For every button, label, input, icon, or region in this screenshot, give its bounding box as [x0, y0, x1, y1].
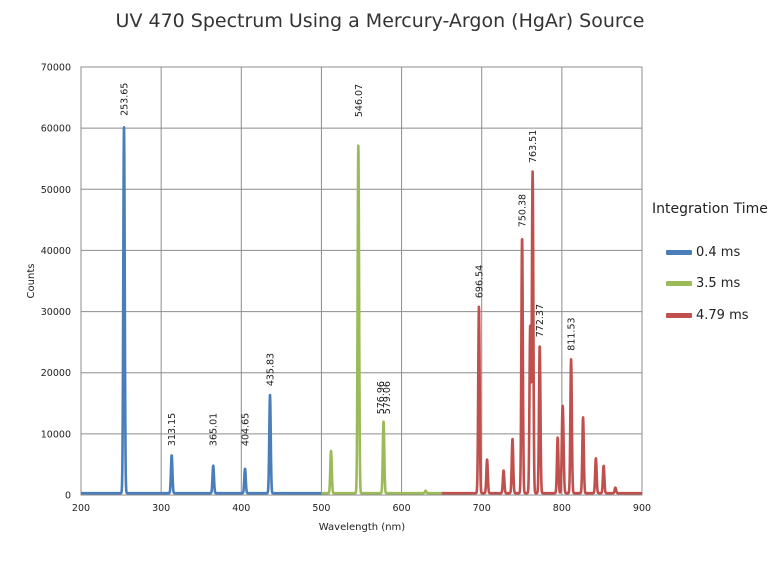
peak-label: 576.96: [376, 381, 387, 414]
legend-entry-series-1: 0.4 ms: [666, 244, 740, 260]
peak-label: 365.01: [209, 413, 220, 446]
y-tick-label: 0: [65, 491, 71, 502]
grid: [80, 66, 643, 496]
x-tick-label: 400: [232, 503, 250, 514]
y-tick-label: 20000: [41, 368, 71, 379]
peak-label: 579.06: [382, 381, 393, 414]
peak-label: 435.83: [266, 353, 277, 386]
peak-label: 313.15: [167, 413, 178, 446]
peak-label: 546.07: [354, 84, 365, 117]
legend-label-series-3: 4.79 ms: [696, 307, 749, 323]
x-tick-label: 500: [312, 503, 330, 514]
x-tick-label: 800: [553, 503, 571, 514]
legend-entry-series-2: 3.5 ms: [666, 275, 740, 291]
y-tick-label: 40000: [41, 246, 71, 257]
y-tick-label: 10000: [41, 429, 71, 440]
peak-annotations: 253.65 313.15 365.01 404.65 435.83 546.07 576.…: [119, 83, 577, 446]
x-tick-label: 900: [633, 503, 651, 514]
legend-swatch-series-2: [666, 280, 692, 286]
legend-label-series-1: 0.4 ms: [696, 244, 741, 260]
peak-label: 253.65: [119, 83, 130, 116]
chart-title: UV 470 Spectrum Using a Mercury-Argon (H…: [115, 10, 645, 32]
y-tick-label: 30000: [41, 307, 71, 318]
legend-title: Integration Time: [652, 201, 768, 217]
series-line-2: [320, 144, 443, 495]
peak-label: 404.65: [241, 413, 252, 446]
peak-label: 696.54: [474, 265, 485, 298]
peak-label: 811.53: [567, 317, 578, 350]
series-line-3: [440, 170, 642, 495]
x-tick-label: 600: [393, 503, 411, 514]
y-tick-label: 50000: [41, 185, 71, 196]
legend-label-series-2: 3.5 ms: [696, 275, 741, 291]
axis-ticks: 200 300 400 500 600 700 800 900 0 10000 20000 30000…: [41, 63, 651, 515]
x-tick-label: 700: [473, 503, 491, 514]
peak-label: 772.37: [535, 304, 546, 337]
y-axis-label: Counts: [26, 264, 37, 299]
x-tick-label: 200: [72, 503, 90, 514]
legend-swatch-series-3: [666, 312, 692, 318]
x-axis-label: Wavelength (nm): [319, 522, 405, 533]
series-lines: [81, 126, 642, 495]
legend-swatch-series-1: [666, 249, 692, 255]
y-tick-label: 60000: [41, 124, 71, 135]
series-line-1: [81, 126, 323, 495]
x-tick-label: 300: [152, 503, 170, 514]
peak-label: 763.51: [528, 130, 539, 163]
legend-entry-series-3: 4.79 ms: [666, 307, 749, 323]
plot-border: [80, 66, 643, 496]
y-tick-label: 70000: [41, 63, 71, 74]
peak-label: 750.38: [518, 194, 529, 227]
